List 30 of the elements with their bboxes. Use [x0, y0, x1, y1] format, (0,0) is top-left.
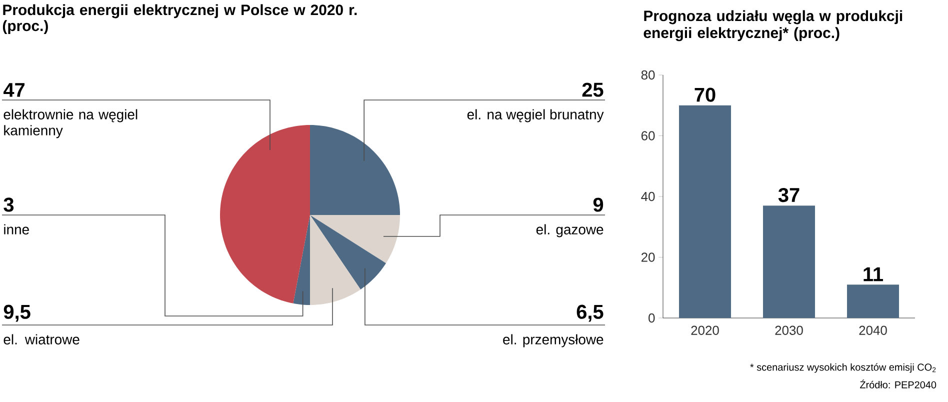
- bar: [679, 105, 732, 318]
- data-label: 70: [694, 88, 716, 102]
- data-label: 9,5: [4, 304, 30, 322]
- slice-label: el. na węgiel brunatny: [467, 109, 604, 122]
- data-label: 47: [3, 83, 24, 97]
- bar: [763, 206, 816, 318]
- slice-label: elektrownie na węgiel kamienny: [4, 109, 138, 138]
- data-label: 9: [593, 198, 604, 212]
- slice-label: inne: [4, 224, 29, 234]
- data-label: 37: [778, 188, 800, 202]
- y-tick-label: 20: [641, 252, 655, 262]
- x-tick-label: 2020: [691, 326, 719, 335]
- slice-label: el. wiatrowe: [4, 334, 80, 344]
- data-label: 6,5: [576, 304, 604, 322]
- data-label: 25: [582, 82, 604, 97]
- y-tick-label: 40: [641, 192, 655, 202]
- x-tick-label: 2030: [775, 326, 803, 335]
- text: * scenariusz wysokich kosztów emisji CO$_{2}$: [750, 363, 936, 373]
- chart-title: Prognoza udziału węgla w produkcji energii elektrycznej* (proc.): [644, 10, 902, 42]
- bar: [847, 284, 900, 318]
- data-label: 11: [864, 267, 883, 282]
- slice-label: el. przemysłowe: [503, 334, 604, 348]
- y-tick-label: 0: [648, 313, 655, 323]
- chart-title: Produkcja energii elektrycznej w Polsce w 2020 r. (proc.): [2, 4, 357, 34]
- data-label: 3: [4, 198, 14, 212]
- slice-label: el. gazowe: [536, 224, 604, 238]
- text: Źródło: PEP2040: [860, 380, 936, 388]
- y-tick-label: 60: [641, 131, 655, 140]
- x-tick-label: 2040: [859, 326, 887, 335]
- y-tick-label: 80: [641, 70, 655, 80]
